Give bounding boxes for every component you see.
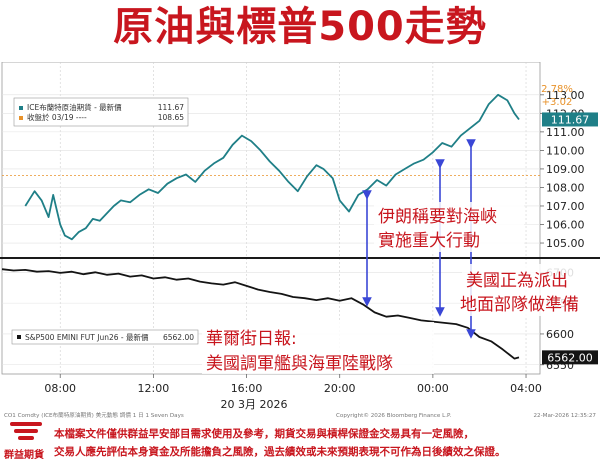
- annotation-iran-line1: 伊朗稱要對海峽: [378, 207, 497, 227]
- spx-last-label: 6562.00: [547, 351, 593, 364]
- oil-legend-value: 111.67: [158, 103, 184, 112]
- spx-price-line: [1, 268, 520, 360]
- oil-legend: ICE布蘭特原油期貨 - 最新價 111.67 收盤於 03/19 ---- 1…: [13, 97, 189, 127]
- oil-y-tick-label: 108.00: [546, 181, 585, 194]
- x-axis: 08:00 12:00 16:00 20:00 00:00 04:00: [44, 374, 542, 395]
- annotation-us-ground: 美國正為派出 地面部隊做準備: [460, 264, 598, 316]
- footer: 群益期貨 本檔案文件僅供群益早安部目需求使用及參考，期貨交易與槓桿保證金交易具有…: [0, 420, 600, 464]
- spx-last-tag: 6562.00: [542, 350, 598, 365]
- logo-name: 群益期貨: [4, 450, 44, 461]
- oil-last-label: 111.67: [551, 113, 590, 126]
- oil-change-percent: 2.78%: [541, 84, 573, 95]
- disclaimer-line-2: 交易人應先評估本身資金及所能擔負之風險，過去績效或未來預期表現不可作為日後績效之…: [54, 446, 506, 458]
- logo-icon: [10, 422, 42, 440]
- disclaimer-line-1: 本檔案文件僅供群益早安部目需求使用及參考，期貨交易與槓桿保證金交易具有一定風險，: [54, 428, 474, 440]
- oil-legend-label: ICE布蘭特原油期貨 - 最新價: [27, 102, 122, 112]
- page-title: 原油與標普500走勢: [113, 4, 487, 50]
- x-tick-label: 16:00: [231, 382, 263, 395]
- x-tick-label: 20:00: [324, 382, 356, 395]
- x-tick-label: 08:00: [44, 382, 76, 395]
- annotation-iran: 伊朗稱要對海峽 實施重大行動: [374, 202, 524, 252]
- oil-y-tick-label: 105.00: [546, 237, 585, 250]
- annotation-wsj: 華爾街日報: 美國調軍艦與海軍陸戰隊: [202, 322, 434, 374]
- annotation-wsj-line1: 華爾街日報:: [206, 329, 297, 349]
- dual-panel-chart: 105.00 106.00 107.00 108.00 109.00 110.00 111.…: [0, 62, 600, 419]
- spx-y-tick-label: 6600: [546, 328, 574, 341]
- oil-y-tick-label: 113.00: [546, 89, 585, 102]
- spx-legend-value: 6562.00: [163, 333, 194, 342]
- annotation-us-ground-line2: 地面部隊做準備: [460, 295, 579, 315]
- date-label: 20 3月 2026: [221, 398, 288, 411]
- oil-last-tag: 111.67: [542, 112, 598, 127]
- copyright: Copyright© 2026 Bloomberg Finance L.P.: [336, 412, 451, 419]
- annotation-iran-line2: 實施重大行動: [378, 231, 480, 251]
- source-line: CO1 Comdty (ICE布蘭特原油期貨) 美元動態 調價 1 日 1 Se…: [4, 411, 184, 419]
- annotation-us-ground-line1: 美國正為派出: [466, 271, 568, 291]
- oil-y-tick-label: 107.00: [546, 200, 585, 213]
- x-tick-label: 04:00: [510, 382, 542, 395]
- oil-y-tick-label: 109.00: [546, 163, 585, 176]
- oil-y-tick-label: 110.00: [546, 144, 585, 157]
- oil-price-line: [24, 93, 520, 241]
- ref-legend-value: 108.65: [158, 113, 184, 122]
- ref-legend-label: 收盤於 03/19 ----: [27, 112, 87, 122]
- annotation-wsj-line2: 美國調軍艦與海軍陸戰隊: [206, 354, 393, 374]
- x-tick-label: 00:00: [417, 382, 449, 395]
- spx-legend-label: S&P500 EMINI FUT Jun26 - 最新價: [25, 332, 149, 342]
- oil-change-absolute: +3.02: [542, 97, 573, 108]
- x-tick-label: 12:00: [138, 382, 170, 395]
- timestamp: 22-Mar-2026 12:35:27: [534, 413, 597, 419]
- oil-y-tick-label: 106.00: [546, 219, 585, 232]
- spx-legend: S&P500 EMINI FUT Jun26 - 最新價 6562.00: [11, 329, 199, 345]
- oil-y-tick-label: 111.00: [546, 126, 585, 139]
